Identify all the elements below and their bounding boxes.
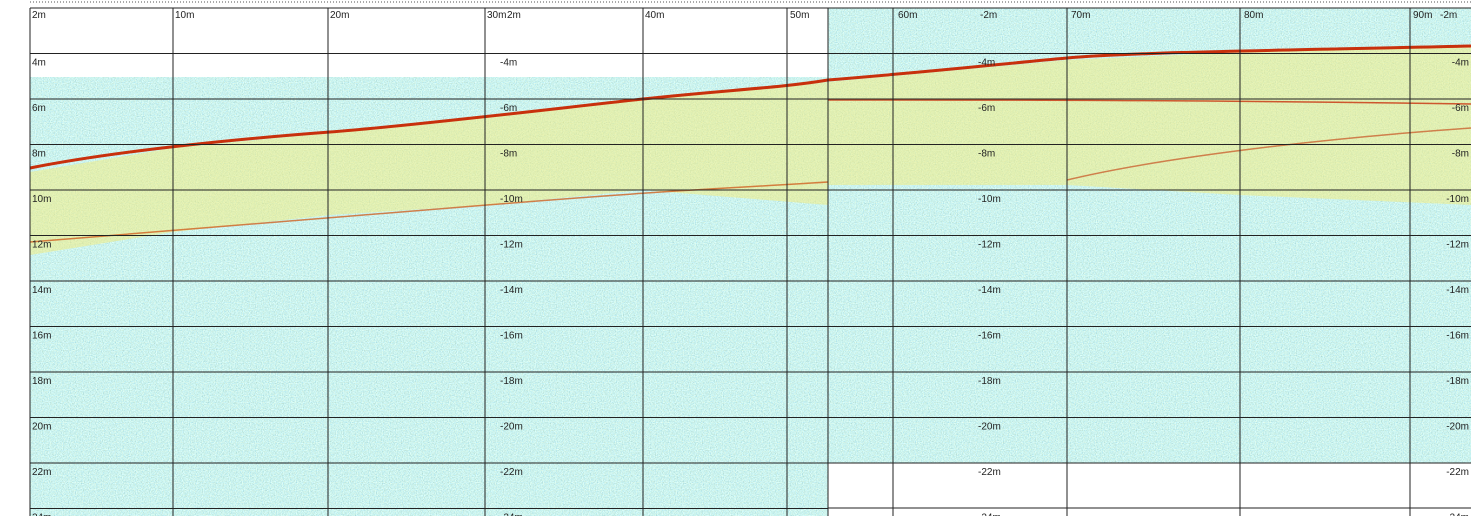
depth-label: -22m [500,467,523,478]
depth-label: -16m [500,331,523,342]
depth-label: 12m [32,240,51,251]
x-label: 60m [898,10,917,21]
reflector-line [827,44,1471,82]
x-label: 2m [507,10,521,21]
x-label: 90m [1413,10,1432,21]
x-label: 80m [1244,10,1263,21]
depth-label: -4m [978,58,995,69]
depth-label: -12m [978,240,1001,251]
reflector-line [1066,127,1471,181]
depth-label: -20m [1446,422,1469,433]
depth-label: 24m [32,513,51,516]
labels: 2m 10m 20m 30m 2m 40m 50m 60m -2m 70m 80m 90m -2m4m6… [32,10,1469,516]
x-label: 40m [645,10,664,21]
depth-label: -16m [978,331,1001,342]
reflection-band [30,82,828,255]
depth-label: -22m [978,467,1001,478]
depth-label: -16m [1446,331,1469,342]
depth-label: 14m [32,285,51,296]
x-label: 2m [32,10,46,21]
depth-label: 8m [32,149,46,160]
reflector-line [29,181,829,243]
depth-label: 6m [32,103,46,114]
depth-label: -6m [1452,103,1469,114]
x-label: 10m [175,10,194,21]
depth-label: -18m [1446,376,1469,387]
depth-label: -6m [978,103,995,114]
depth-label: -10m [1446,194,1469,205]
depth-label: 16m [32,331,51,342]
depth-label: 10m [32,194,51,205]
depth-label: -6m [500,103,517,114]
depth-label: -14m [1446,285,1469,296]
depth-label: -18m [500,376,523,387]
depth-label: -12m [1446,240,1469,251]
depth-label: -18m [978,376,1001,387]
depth-label: -4m [500,58,517,69]
depth-label: -10m [500,194,523,205]
depth-label: 18m [32,376,51,387]
depth-label: 22m [32,467,51,478]
reflector-line [827,99,1471,105]
reflector-line [29,78,829,170]
depth-label: -22m [1446,467,1469,478]
depth-label: -8m [978,149,995,160]
depth-label: -10m [978,194,1001,205]
depth-label: -14m [978,285,1001,296]
depth-label: 20m [32,422,51,433]
x-label: 70m [1071,10,1090,21]
depth-label: -24m [978,513,1001,516]
depth-label: 4m [32,58,46,69]
x-label: -2m [1440,10,1457,21]
depth-label: -24m [500,513,523,516]
x-label: 30m [487,10,506,21]
x-label: 20m [330,10,349,21]
depth-label: -14m [500,285,523,296]
depth-label: -12m [500,240,523,251]
x-label: -2m [980,10,997,21]
depth-label: -20m [978,422,1001,433]
x-label: 50m [790,10,809,21]
depth-label: -24m [1446,513,1469,516]
grid [29,7,1471,516]
depth-label: -4m [1452,58,1469,69]
depth-label: -8m [1452,149,1469,160]
depth-label: -20m [500,422,523,433]
depth-label: -8m [500,149,517,160]
reflection-band [828,46,1471,205]
